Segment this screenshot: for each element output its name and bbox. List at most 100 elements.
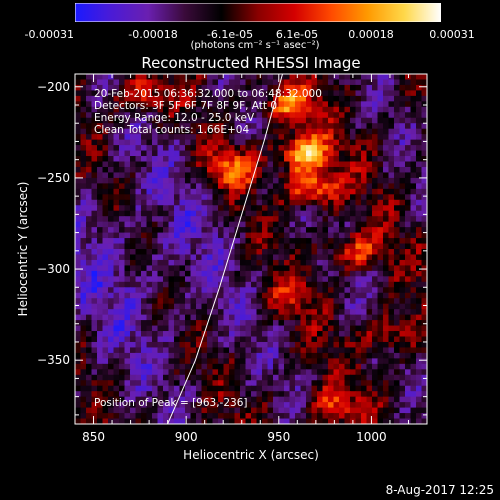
heatmap-cell [295,292,302,299]
heatmap-cell [234,221,241,228]
heatmap-cell [295,210,302,217]
heatmap-cell [383,183,390,190]
heatmap-cell [207,156,214,163]
heatmap-cell [388,391,395,398]
heatmap-cell [196,90,203,97]
y-tick-label: −200 [37,80,70,94]
heatmap-cell [317,216,324,223]
heatmap-cell [108,150,115,157]
heatmap-cell [86,117,93,124]
heatmap-cell [267,112,274,119]
heatmap-cell [278,238,285,245]
heatmap-cell [91,145,98,152]
heatmap-cell [256,172,263,179]
heatmap-cell [394,166,401,174]
heatmap-cell [251,123,258,130]
heatmap-cell [130,369,137,376]
heatmap-cell [383,199,390,206]
heatmap-cell [273,177,280,184]
heatmap-cell [113,298,120,305]
heatmap-cell [344,358,351,365]
heatmap-cell [174,363,181,370]
heatmap-cell [174,298,181,305]
heatmap-cell [394,341,401,349]
heatmap-cell [102,265,109,272]
heatmap-cell [119,166,126,174]
heatmap-cell [196,418,203,424]
heatmap-cell [350,320,357,327]
heatmap-cell [234,265,241,272]
heatmap-cell [333,145,340,152]
heatmap-cell [97,90,104,97]
heatmap-cell [377,270,384,277]
heatmap-cell [108,320,115,327]
heatmap-cell [174,249,181,256]
heatmap-cell [75,363,82,370]
heatmap-cell [196,199,203,206]
heatmap-cell [80,407,87,414]
heatmap-cell [278,391,285,398]
heatmap-cell [196,380,203,387]
heatmap-cell [267,292,274,299]
heatmap-cell [416,303,423,310]
heatmap-cell [234,123,241,130]
heatmap-cell [179,402,186,409]
heatmap-cell [256,249,263,256]
heatmap-cell [245,134,252,141]
heatmap-cell [366,243,373,250]
heatmap-cell [168,188,175,195]
heatmap-cell [322,183,329,190]
heatmap-cell [130,177,137,184]
heatmap-cell [80,352,87,359]
heatmap-cell [339,84,346,92]
heatmap-cell [344,216,351,223]
heatmap-cell [223,84,230,92]
heatmap-cell [135,402,142,409]
heatmap-cell [97,101,104,108]
heatmap-cell [394,79,401,86]
heatmap-cell [141,188,148,195]
heatmap-cell [256,166,263,174]
heatmap-cell [361,74,368,81]
heatmap-cell [289,139,296,146]
heatmap-cell [190,270,197,277]
heatmap-cell [273,363,280,370]
heatmap-cell [234,287,241,294]
heatmap-cell [251,183,258,190]
heatmap-cell [174,243,181,250]
heatmap-cell [322,123,329,130]
heatmap-cell [163,123,170,130]
heatmap-cell [245,331,252,338]
heatmap-cell [289,150,296,157]
heatmap-cell [146,177,153,184]
heatmap-cell [240,90,247,97]
heatmap-cell [399,309,406,316]
heatmap-cell [163,298,170,305]
heatmap-cell [306,172,313,179]
heatmap-cell [185,358,192,365]
heatmap-cell [75,320,82,327]
heatmap-cell [311,84,318,92]
heatmap-cell [328,232,335,239]
heatmap-cell [278,336,285,343]
heatmap-cell [267,139,274,146]
heatmap-cell [97,128,104,135]
heatmap-cell [421,156,427,163]
heatmap-cell [185,336,192,343]
heatmap-cell [190,287,197,294]
heatmap-cell [174,134,181,141]
heatmap-cell [355,232,362,239]
heatmap-cell [306,287,313,294]
heatmap-cell [218,325,225,332]
heatmap-cell [207,79,214,86]
heatmap-cell [240,369,247,376]
heatmap-cell [405,134,412,141]
heatmap-cell [207,259,214,267]
heatmap-cell [306,259,313,267]
heatmap-cell [163,287,170,294]
heatmap-cell [262,139,269,146]
heatmap-cell [284,227,291,234]
heatmap-cell [223,369,230,376]
heatmap-cell [333,341,340,349]
heatmap-cell [328,194,335,201]
